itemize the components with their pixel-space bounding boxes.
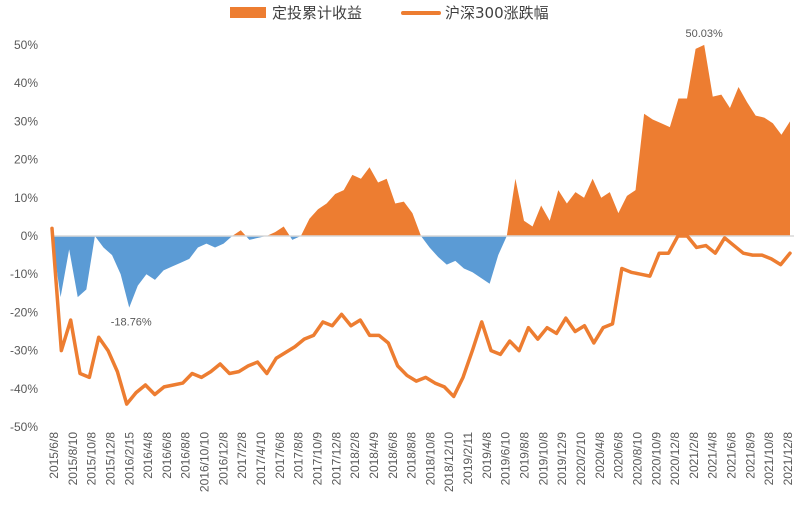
y-tick-label: -30% [10, 344, 38, 358]
x-tick-label: 2015/6/8 [47, 432, 61, 479]
area-positive-part [52, 44, 790, 236]
x-tick-label: 2021/4/8 [706, 432, 720, 479]
x-tick-label: 2021/10/8 [762, 432, 776, 486]
y-tick-label: 10% [14, 191, 38, 205]
x-tick-label: 2016/8/8 [179, 432, 193, 479]
x-tick-label: 2017/8/8 [292, 432, 306, 479]
x-tick-label: 2017/4/10 [254, 432, 268, 486]
x-tick-label: 2018/10/8 [423, 432, 437, 486]
x-tick-label: 2018/8/8 [405, 432, 419, 479]
x-tick-label: 2018/6/8 [386, 432, 400, 479]
x-tick-label: 2018/4/9 [367, 432, 381, 479]
x-tick-label: 2017/12/8 [329, 432, 343, 486]
x-tick-label: 2016/10/10 [198, 432, 212, 492]
legend-label-area: 定投累计收益 [272, 4, 362, 22]
y-tick-label: -40% [10, 382, 38, 396]
x-tick-label: 2019/8/8 [518, 432, 532, 479]
y-tick-label: 0% [21, 229, 39, 243]
x-tick-label: 2016/6/8 [160, 432, 174, 479]
x-tick-label: 2021/2/8 [687, 432, 701, 479]
x-tick-label: 2019/10/8 [536, 432, 550, 486]
x-tick-label: 2019/12/9 [555, 432, 569, 486]
y-tick-label: -50% [10, 420, 38, 434]
x-tick-label: 2019/6/10 [499, 432, 513, 486]
x-tick-label: 2017/10/9 [311, 432, 325, 486]
data-label: 50.03% [686, 28, 724, 40]
x-tick-label: 2015/12/8 [104, 432, 118, 486]
x-tick-label: 2021/8/9 [743, 432, 757, 479]
x-tick-label: 2015/8/10 [66, 432, 80, 486]
x-tick-label: 2020/12/8 [668, 432, 682, 486]
x-tick-label: 2015/10/8 [85, 432, 99, 486]
y-tick-label: 50% [14, 38, 38, 52]
x-tick-label: 2018/2/8 [348, 432, 362, 479]
x-tick-label: 2020/2/10 [574, 432, 588, 486]
area-negative-part [52, 236, 790, 308]
x-tick-label: 2016/2/15 [122, 432, 136, 486]
legend-label-line: 沪深300涨跌幅 [445, 4, 549, 22]
x-tick-label: 2019/2/11 [461, 432, 475, 485]
data-label: -18.76% [111, 317, 152, 329]
y-tick-label: 30% [14, 114, 38, 128]
x-tick-label: 2021/6/8 [725, 432, 739, 479]
y-tick-label: 40% [14, 76, 38, 90]
x-tick-label: 2016/4/8 [141, 432, 155, 479]
x-tick-label: 2017/6/8 [273, 432, 287, 479]
legend-swatch-area [230, 7, 266, 18]
x-tick-label: 2020/10/9 [649, 432, 663, 486]
x-tick-label: 2017/2/8 [235, 432, 249, 479]
x-tick-label: 2020/6/8 [612, 432, 626, 479]
y-tick-label: -20% [10, 305, 38, 319]
y-tick-label: -10% [10, 267, 38, 281]
y-tick-label: 20% [14, 153, 38, 167]
x-tick-label: 2016/12/8 [216, 432, 230, 486]
x-tick-label: 2019/4/8 [480, 432, 494, 479]
x-tick-label: 2018/12/10 [442, 432, 456, 492]
x-tick-label: 2020/4/8 [593, 432, 607, 479]
series-line-hs300 [50, 226, 792, 406]
x-tick-label: 2020/8/10 [630, 432, 644, 486]
x-tick-label: 2021/12/8 [781, 432, 795, 486]
